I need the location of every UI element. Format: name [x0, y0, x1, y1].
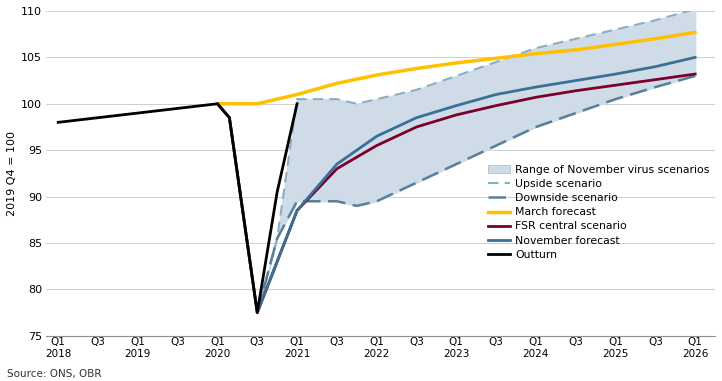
- Legend: Range of November virus scenarios, Upside scenario, Downside scenario, March for: Range of November virus scenarios, Upsid…: [488, 165, 710, 260]
- Y-axis label: 2019 Q4 = 100: 2019 Q4 = 100: [7, 131, 17, 216]
- Text: Source: ONS, OBR: Source: ONS, OBR: [7, 369, 102, 379]
